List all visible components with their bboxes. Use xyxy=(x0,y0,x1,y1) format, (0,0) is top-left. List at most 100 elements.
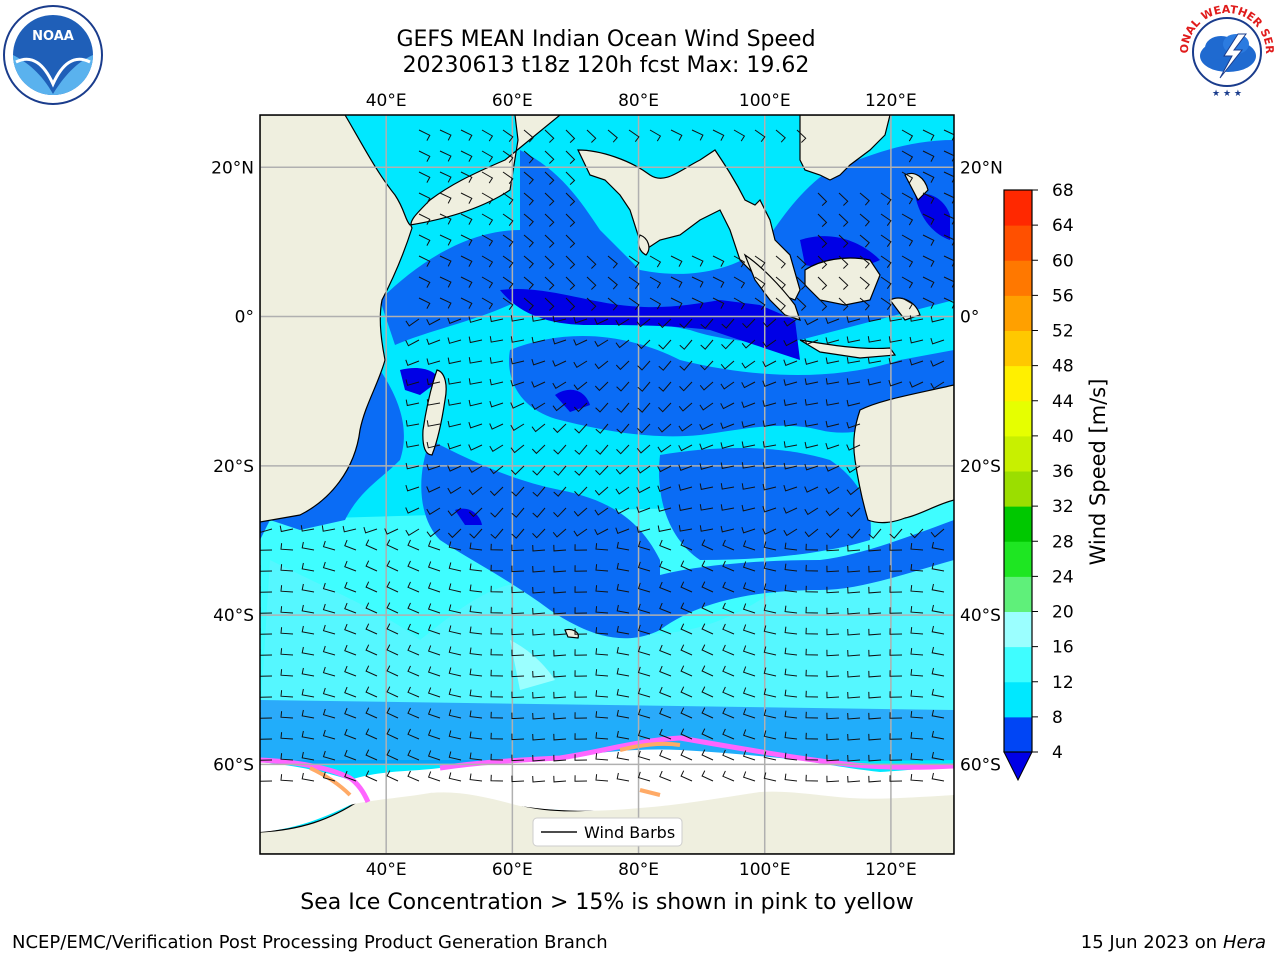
lon-tick-top-40: 40°E xyxy=(366,91,407,111)
wind-barb xyxy=(775,276,786,290)
wind-barb xyxy=(427,645,441,656)
wind-barb xyxy=(511,586,525,594)
wind-region-calm-philippines xyxy=(915,193,950,240)
wind-barb xyxy=(595,564,609,572)
wind-barb xyxy=(910,648,924,656)
wind-barb xyxy=(742,603,756,614)
map-tick-labels: 40°E 40°E 60°E 60°E 80°E 80°E 100°E 100°E 120°E 1… xyxy=(211,91,1003,880)
wind-barb xyxy=(868,733,882,741)
wind-barb xyxy=(322,750,336,761)
colorbar-segment xyxy=(1004,295,1032,331)
wind-barb xyxy=(700,360,714,371)
wind-barb xyxy=(720,402,735,410)
wind-barb xyxy=(595,444,609,455)
colorbar-tick-label: 20 xyxy=(1052,603,1074,623)
wind-barb xyxy=(405,441,420,448)
wind-barb xyxy=(889,733,903,740)
wind-barb xyxy=(659,623,672,635)
wind-barb xyxy=(889,775,903,782)
colorbar-segment xyxy=(1004,400,1032,437)
wind-barb xyxy=(680,581,693,593)
wind-barb xyxy=(859,276,870,290)
wind-barb xyxy=(595,732,609,740)
colorbar-tick-label: 64 xyxy=(1052,216,1074,236)
lat-tick-right-20: 20°N xyxy=(960,158,1003,178)
wind-barb xyxy=(280,564,294,572)
wind-barb xyxy=(469,752,483,761)
wind-barb xyxy=(523,255,534,269)
wind-barb xyxy=(448,541,462,551)
wind-barb xyxy=(637,582,651,593)
wind-barb xyxy=(531,358,546,366)
wind-barb xyxy=(280,732,294,740)
wind-barb xyxy=(943,171,954,183)
wind-barb xyxy=(722,602,735,614)
wind-barb xyxy=(867,336,882,343)
wind-barb xyxy=(846,316,861,323)
wind-barb xyxy=(510,357,525,365)
wind-barb xyxy=(846,399,861,407)
wind-barb xyxy=(762,318,777,328)
wind-barb xyxy=(469,710,483,719)
wind-barb xyxy=(889,565,903,572)
land-madagascar xyxy=(422,369,447,456)
wind-barb xyxy=(418,213,431,225)
wind-barb xyxy=(573,381,588,391)
wind-barb xyxy=(468,316,483,323)
wind-barb xyxy=(826,733,840,741)
wind-barb xyxy=(636,444,651,454)
wind-barb xyxy=(720,504,735,511)
wind-barb xyxy=(490,543,504,551)
wind-barb xyxy=(405,484,420,492)
wind-barb xyxy=(699,483,714,490)
wind-barb xyxy=(846,444,861,451)
wind-barb xyxy=(763,751,777,761)
wind-barb xyxy=(826,607,840,615)
wind-barb xyxy=(701,707,714,719)
wind-barb xyxy=(616,562,630,572)
wind-barb xyxy=(574,586,588,593)
wind-barb xyxy=(448,751,462,761)
wind-barb xyxy=(544,297,555,311)
wind-barb xyxy=(637,381,651,392)
wind-barb xyxy=(805,648,819,656)
wind-barb xyxy=(280,585,294,593)
wind-barb xyxy=(280,648,294,656)
wind-barb xyxy=(847,733,861,741)
colorbar-segment xyxy=(1004,365,1032,402)
wind-barb xyxy=(574,544,588,551)
wind-barb xyxy=(930,337,945,345)
wind-barb xyxy=(867,378,882,386)
wind-barb xyxy=(846,378,861,385)
wind-barb xyxy=(680,665,693,677)
wind-barb xyxy=(784,542,798,551)
wind-barb xyxy=(489,486,504,497)
wind-barb xyxy=(426,358,441,365)
wind-barb xyxy=(565,297,576,311)
wind-barb xyxy=(523,192,534,206)
wind-barb xyxy=(763,541,777,551)
wind-barb xyxy=(637,402,651,413)
wind-barb xyxy=(889,607,903,614)
wind-barb xyxy=(931,646,945,656)
wind-barb xyxy=(804,399,819,406)
wind-barb xyxy=(481,255,494,268)
wind-barb xyxy=(523,234,534,248)
wind-barb xyxy=(930,528,945,538)
wind-barb xyxy=(574,465,588,476)
wind-barb xyxy=(489,315,504,323)
wind-barb xyxy=(754,297,766,310)
wind-barb xyxy=(680,602,693,614)
wind-barb xyxy=(796,297,807,311)
wind-barb xyxy=(701,581,714,593)
wind-barb xyxy=(511,486,525,497)
wind-barb xyxy=(720,360,735,370)
wind-barb xyxy=(405,318,420,327)
wind-barb xyxy=(931,688,945,698)
wind-barb xyxy=(868,544,882,552)
wind-barb xyxy=(532,670,546,678)
wind-barb xyxy=(889,586,903,593)
wind-barb xyxy=(657,505,672,512)
wind-barb xyxy=(573,402,588,413)
wind-barb xyxy=(544,255,555,269)
